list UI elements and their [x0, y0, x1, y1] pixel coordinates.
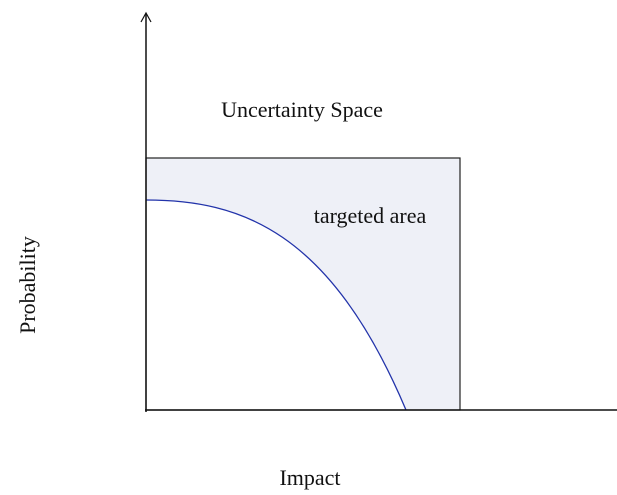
targeted-area-fill: [146, 158, 460, 410]
y-axis-label: Probability: [15, 236, 40, 334]
boundary-curve: [145, 199, 407, 411]
space-label: Uncertainty Space: [221, 97, 383, 122]
x-axis-label: Impact: [279, 465, 340, 490]
area-label: targeted area: [314, 203, 427, 228]
y-axis-arrow: [140, 11, 152, 23]
